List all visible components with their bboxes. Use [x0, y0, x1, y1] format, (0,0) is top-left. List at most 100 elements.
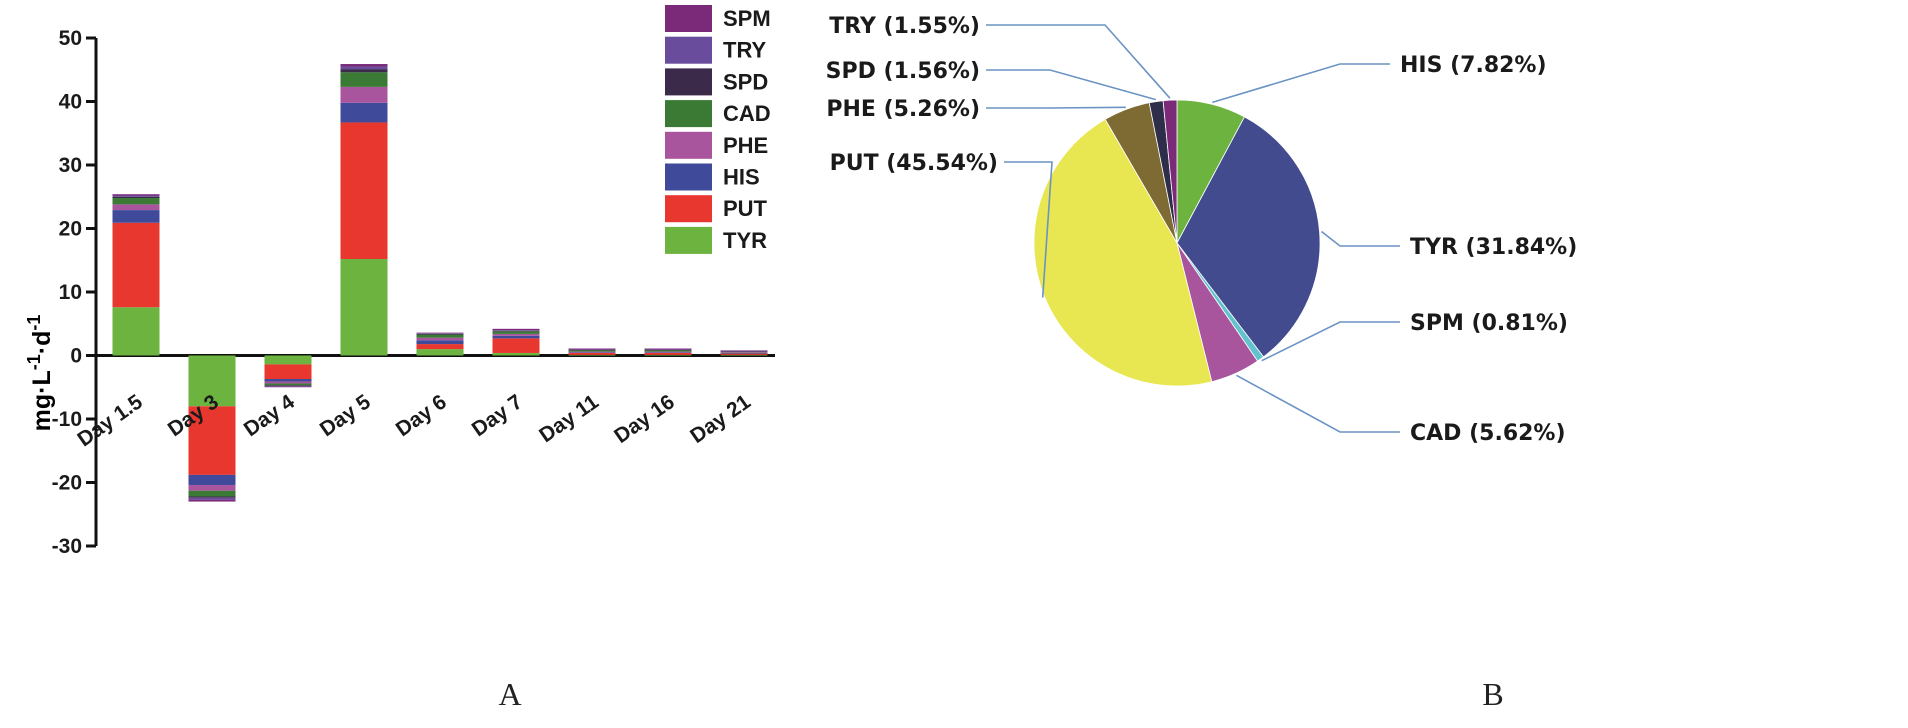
bar-his: [644, 352, 692, 353]
bar-his: [720, 352, 768, 354]
bar-cad: [112, 198, 160, 205]
bar-tyr: [188, 355, 236, 407]
legend-label: TRY: [723, 38, 767, 63]
pie-label-phe: PHE (5.26%): [826, 97, 980, 122]
y-tick-label: 20: [59, 218, 82, 241]
bar-his: [264, 378, 312, 382]
y-tick-label: 40: [59, 91, 82, 114]
legend-swatch: [665, 131, 712, 159]
bar-spd: [568, 349, 616, 351]
bar-cad: [416, 334, 464, 338]
bar-phe: [720, 352, 768, 353]
bar-phe: [644, 351, 692, 353]
pie-label-his: HIS (7.82%): [1400, 53, 1547, 78]
bar-phe: [492, 333, 540, 336]
bar-cad: [340, 72, 388, 87]
legend-label: PHE: [723, 133, 768, 158]
bar-spm: [492, 328, 540, 331]
bar-spm: [340, 64, 388, 67]
legend-swatch: [665, 68, 712, 96]
bar-spm: [264, 386, 312, 388]
leader-lines: [986, 24, 1400, 433]
bar-try: [644, 349, 692, 350]
bar-put: [720, 353, 768, 355]
y-tick-label: 0: [70, 345, 82, 368]
pie-label-put: PUT (45.54%): [830, 151, 998, 176]
bar-cad: [188, 490, 236, 497]
pie-label-try: TRY (1.55%): [829, 14, 980, 39]
legend-swatch: [665, 100, 712, 128]
x-category-label: Day 7: [468, 390, 527, 441]
leader-line: [986, 24, 1171, 99]
bar-spd: [720, 351, 768, 352]
bar-try: [492, 330, 540, 331]
pie-labels: HIS (7.82%) TYR (31.84%) SPM (0.81%) CAD (5…: [826, 14, 1578, 446]
bar-his: [568, 352, 616, 353]
bar-phe: [340, 86, 388, 103]
pie-label-tyr: TYR (31.84%): [1410, 235, 1577, 260]
leader-line: [1004, 161, 1053, 298]
bar-put: [492, 338, 540, 353]
legend-swatch: [665, 163, 712, 191]
y-tick-label: -10: [52, 408, 82, 431]
bar-phe: [264, 381, 312, 384]
x-category-label: Day 6: [392, 390, 451, 441]
bar-cad: [264, 383, 312, 386]
bar-put: [188, 406, 236, 475]
bar-try: [264, 385, 312, 387]
pie-label-cad: CAD (5.62%): [1410, 421, 1566, 446]
x-category-label: Day 16: [610, 390, 679, 448]
leader-line: [986, 69, 1157, 101]
y-tick-label: 30: [59, 154, 82, 177]
bar-spd: [112, 196, 160, 199]
legend-swatch: [665, 226, 712, 254]
bar-spd: [188, 496, 236, 498]
bar-try: [416, 333, 464, 334]
legend-label: HIS: [723, 165, 760, 190]
bar-put: [340, 122, 388, 259]
bar-spm: [644, 348, 692, 350]
y-tick-label: -20: [52, 472, 82, 495]
bar-try: [340, 66, 388, 70]
x-category-label: Day 5: [316, 390, 375, 441]
pie-slice-put: [1033, 118, 1213, 387]
bar-phe: [188, 485, 236, 491]
bar-spd: [644, 349, 692, 351]
bar-phe: [112, 204, 160, 211]
y-axis-label: mg·L-1·d-1: [24, 315, 56, 432]
bar-tyr: [416, 349, 464, 356]
bar-tyr: [112, 307, 160, 356]
bar-put: [644, 352, 692, 355]
bar-segments: [112, 64, 768, 502]
bar-cad: [720, 351, 768, 353]
bar-his: [112, 210, 160, 223]
panel-label-b: B: [1482, 676, 1503, 712]
bar-tyr: [340, 258, 388, 356]
bar-spd: [416, 333, 464, 335]
pie-slices: [1033, 99, 1321, 387]
bar-spm: [416, 332, 464, 334]
bar-spm: [188, 499, 236, 502]
bar-try: [112, 195, 160, 197]
pie-slice-tyr: [1176, 116, 1321, 358]
legend-swatch: [665, 195, 712, 223]
y-tick-label: 10: [59, 281, 82, 304]
leader-line: [986, 106, 1126, 109]
bar-put: [112, 222, 160, 308]
bar-his: [188, 474, 236, 486]
pie-chart: HIS (7.82%) TYR (31.84%) SPM (0.81%) CAD (5…: [826, 14, 1578, 712]
bar-tyr: [264, 355, 312, 365]
pie-label-spd: SPD (1.56%): [826, 59, 980, 84]
bar-his: [340, 102, 388, 123]
legend-swatch: [665, 36, 712, 64]
bar-tyr: [644, 354, 692, 356]
legend-label: PUT: [723, 196, 768, 221]
bar-try: [568, 349, 616, 350]
leader-line: [1321, 230, 1400, 247]
legend-swatch: [665, 5, 712, 32]
category-labels: Day 1.5 Day 3 Day 4 Day 5 Day 6 Day 7 Day 11 Da…: [73, 390, 755, 451]
bar-his: [416, 340, 464, 345]
bar-try: [188, 497, 236, 500]
legend-label: TYR: [723, 228, 767, 253]
